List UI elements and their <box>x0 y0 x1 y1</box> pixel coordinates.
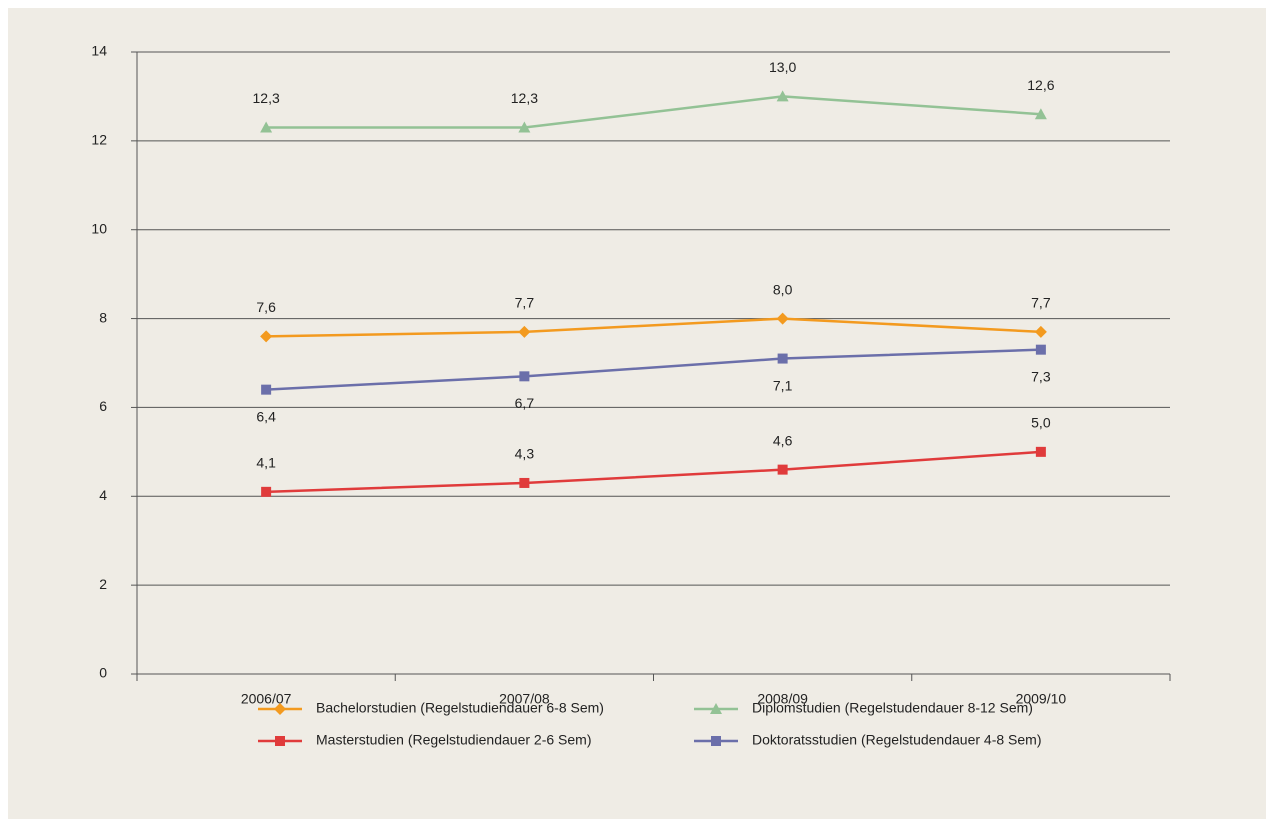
data-label: 12,3 <box>253 90 280 106</box>
data-point <box>518 325 531 338</box>
data-label: 7,1 <box>773 377 793 393</box>
data-label: 7,6 <box>256 299 276 315</box>
legend-label: Masterstudien (Regelstudiendauer 2-6 Sem… <box>316 732 591 748</box>
data-point <box>1034 325 1047 338</box>
data-point <box>518 121 531 133</box>
data-label: 12,3 <box>511 90 538 106</box>
data-label: 4,3 <box>515 446 535 462</box>
data-label: 5,0 <box>1031 415 1051 431</box>
y-tick-label: 14 <box>91 43 107 59</box>
data-point <box>776 90 789 102</box>
data-label: 4,1 <box>256 455 276 471</box>
series-line <box>266 95 1041 129</box>
legend-label: Diplomstudien (Regelstudendauer 8-12 Sem… <box>752 700 1033 716</box>
data-point <box>261 384 272 395</box>
data-label: 6,7 <box>515 395 535 411</box>
data-point <box>776 312 789 325</box>
data-label: 4,6 <box>773 432 793 448</box>
x-tick-label: 2008/09 <box>757 691 808 707</box>
legend-marker <box>710 703 722 714</box>
data-label: 7,7 <box>1031 295 1051 311</box>
data-point <box>777 353 788 364</box>
data-point <box>260 330 273 343</box>
legend-label: Bachelorstudien (Regelstudiendauer 6-8 S… <box>316 700 604 716</box>
legend-marker <box>274 703 286 715</box>
y-tick-label: 10 <box>91 220 107 236</box>
data-point <box>777 464 788 475</box>
x-tick-label: 2007/08 <box>499 691 550 707</box>
legend-marker <box>711 736 721 746</box>
data-point <box>1035 446 1046 457</box>
data-point <box>519 477 530 488</box>
x-tick-label: 2009/10 <box>1016 691 1067 707</box>
y-tick-label: 8 <box>99 309 107 325</box>
chart-background <box>8 8 1266 819</box>
series-line <box>266 450 1041 494</box>
y-tick-label: 12 <box>91 132 107 148</box>
legend-marker <box>275 736 285 746</box>
y-tick-label: 2 <box>99 576 107 592</box>
data-label: 13,0 <box>769 59 796 75</box>
x-tick-label: 2006/07 <box>241 691 292 707</box>
data-label: 6,4 <box>256 408 276 424</box>
data-point <box>261 486 272 497</box>
data-label: 7,3 <box>1031 368 1051 384</box>
series-line <box>266 317 1041 338</box>
data-point <box>260 121 273 133</box>
y-tick-label: 4 <box>99 487 107 503</box>
series-line <box>266 348 1041 391</box>
legend-label: Doktoratsstudien (Regelstudendauer 4-8 S… <box>752 732 1042 748</box>
data-label: 12,6 <box>1027 77 1054 93</box>
y-tick-label: 6 <box>99 398 107 414</box>
data-point <box>1035 344 1046 355</box>
data-point <box>519 371 530 382</box>
y-tick-label: 0 <box>99 665 107 681</box>
data-point <box>1034 108 1047 120</box>
data-label: 7,7 <box>515 295 535 311</box>
data-label: 8,0 <box>773 281 793 297</box>
